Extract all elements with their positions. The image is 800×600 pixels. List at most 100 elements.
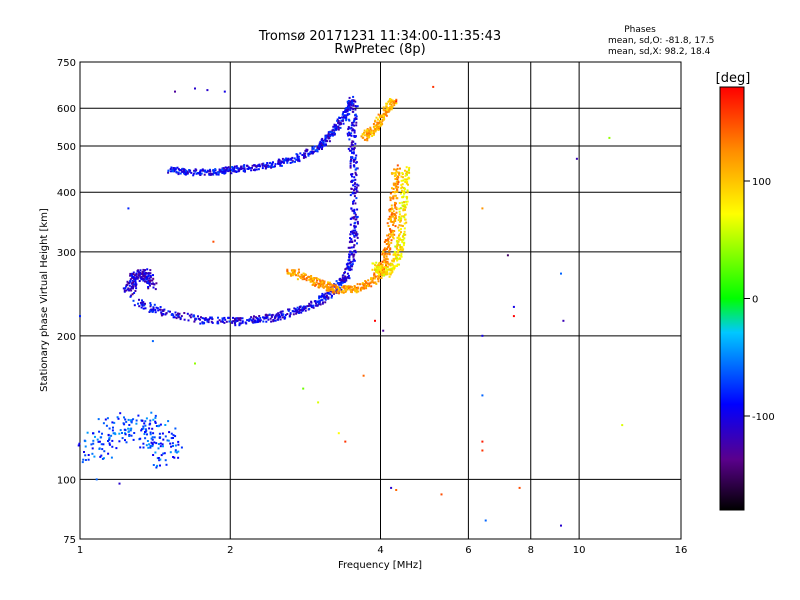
data-point: [396, 190, 399, 193]
data-point: [142, 268, 145, 271]
data-point: [329, 288, 332, 290]
data-point: [375, 124, 378, 126]
data-point: [238, 322, 241, 325]
data-point: [391, 231, 394, 234]
data-point: [296, 306, 299, 309]
data-point: [169, 168, 172, 170]
data-point: [335, 127, 338, 130]
data-point: [157, 309, 160, 312]
data-point: [111, 445, 114, 448]
x-tick-label: 4: [377, 545, 383, 556]
data-point: [291, 273, 294, 276]
data-point: [142, 273, 145, 276]
data-point: [144, 272, 147, 275]
data-point: [353, 235, 356, 238]
data-point: [135, 422, 138, 425]
data-point: [345, 279, 348, 282]
data-point: [172, 445, 174, 447]
data-point: [311, 152, 314, 155]
data-point: [305, 305, 308, 308]
data-point: [228, 320, 231, 323]
data-point: [257, 168, 260, 171]
data-point: [227, 170, 230, 173]
data-point: [309, 278, 312, 281]
data-point: [93, 455, 96, 458]
data-point: [321, 302, 324, 305]
data-point: [384, 266, 387, 268]
data-point: [375, 271, 378, 274]
data-point: [388, 272, 391, 275]
data-point: [110, 456, 113, 459]
data-point: [344, 109, 347, 112]
data-point: [156, 457, 159, 460]
data-point: [382, 266, 385, 269]
data-point: [154, 414, 157, 417]
data-point: [349, 109, 352, 111]
data-point: [385, 269, 388, 272]
data-point: [401, 172, 404, 174]
data-point: [347, 134, 350, 137]
data-point: [367, 279, 370, 282]
data-point: [257, 164, 260, 167]
data-point: [269, 161, 272, 164]
data-point: [383, 273, 386, 276]
data-point: [397, 249, 400, 251]
data-point: [270, 315, 273, 318]
data-point: [346, 276, 349, 279]
data-point: [289, 161, 292, 164]
data-point: [186, 312, 189, 315]
data-point: [400, 238, 403, 241]
data-point: [321, 295, 324, 298]
data-point: [103, 457, 105, 460]
data-point: [206, 169, 209, 172]
data-point: [163, 308, 166, 311]
data-point: [376, 127, 379, 129]
data-point: [321, 280, 324, 283]
data-point: [389, 209, 392, 212]
data-point: [177, 443, 180, 446]
data-point: [316, 279, 319, 282]
data-point: [373, 126, 376, 129]
data-point: [350, 99, 353, 102]
data-point: [159, 306, 162, 308]
data-point: [403, 201, 405, 204]
data-point: [203, 173, 206, 176]
data-point: [390, 486, 393, 489]
data-point: [401, 235, 404, 238]
data-point: [321, 292, 324, 295]
data-point: [130, 421, 133, 424]
data-point: [388, 275, 391, 278]
data-point: [399, 237, 402, 240]
data-point: [394, 257, 397, 260]
data-point: [387, 240, 390, 243]
data-point: [129, 429, 132, 432]
data-point: [402, 195, 405, 198]
data-point: [226, 167, 229, 170]
data-point: [316, 278, 319, 280]
data-point: [265, 163, 268, 166]
data-point: [324, 136, 327, 139]
data-point: [322, 281, 325, 284]
data-point: [385, 258, 388, 261]
data-point: [291, 161, 294, 164]
data-point: [341, 116, 344, 119]
data-point: [354, 135, 357, 138]
data-point: [353, 134, 356, 137]
data-point: [270, 314, 273, 317]
data-point: [233, 169, 236, 172]
data-point: [324, 298, 327, 301]
data-point: [432, 85, 435, 88]
data-point: [214, 168, 217, 171]
data-point: [147, 280, 150, 283]
data-point: [371, 280, 374, 283]
data-point: [481, 334, 484, 337]
data-point: [133, 283, 135, 286]
data-point: [283, 158, 286, 161]
data-point: [334, 291, 337, 294]
data-point: [481, 449, 484, 452]
data-point: [151, 436, 154, 439]
data-point: [373, 272, 376, 275]
data-point: [388, 103, 391, 105]
x-tick-label: 16: [675, 545, 688, 556]
data-point: [231, 321, 234, 324]
